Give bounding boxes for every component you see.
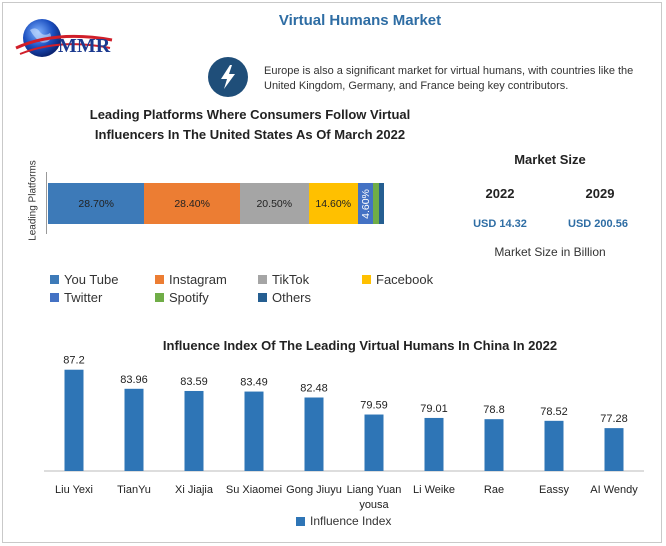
stack-segment-spotify (373, 183, 379, 224)
x-tick-label: AI Wendy (590, 484, 638, 496)
stack-segment-you-tube: 28.70% (48, 183, 145, 224)
bar-value-label: 78.8 (483, 404, 504, 416)
x-tick-label: Li Weike (413, 484, 455, 496)
legend-swatch (258, 293, 267, 302)
market-note: Europe is also a significant market for … (264, 65, 634, 92)
bar-value-label: 78.52 (540, 406, 568, 418)
x-tick-label: Su Xiaomei (226, 484, 282, 496)
x-tick-label: Liu Yexi (55, 484, 93, 496)
x-tick-label: Xi Jiajia (175, 484, 214, 496)
x-tick-label: Eassy (539, 484, 569, 496)
x-tick-label: Gong Jiuyu (286, 484, 342, 496)
mmr-logo: MMR (15, 19, 113, 57)
stack-label-you-tube: 28.70% (78, 197, 115, 210)
legend-swatch (155, 293, 164, 302)
chart2-legend: Influence Index (296, 514, 391, 528)
stacked-bar: 28.70% 28.40% 20.50% 14.60% 4.60% (48, 183, 384, 224)
legend-label: You Tube (64, 272, 119, 287)
legend-label: Others (272, 290, 312, 305)
legend-swatch (155, 275, 164, 284)
bar-value-label: 83.49 (240, 377, 268, 389)
bar-rae (484, 419, 504, 471)
bar-tianyu (124, 388, 144, 471)
legend-label: TikTok (272, 272, 310, 287)
legend-item-spotify: Spotify (155, 290, 209, 305)
stack-segment-twitter: 4.60% (357, 183, 374, 224)
market-year-2022: 2022 (485, 186, 515, 201)
market-size-unit: Market Size in Billion (494, 245, 606, 259)
bar-xi-jiajia (184, 390, 204, 471)
x-tick-label: Liang Yuan (347, 484, 402, 496)
bar-value-label: 83.96 (120, 374, 148, 386)
legend-label: Facebook (376, 272, 434, 287)
x-tick-label: yousa (359, 499, 389, 511)
chart1-title: Leading Platforms Where Consumers Follow… (89, 107, 411, 142)
chart2-title: Influence Index Of The Leading Virtual H… (162, 338, 558, 353)
svg-text:MMR: MMR (58, 35, 111, 57)
legend-swatch-influence (296, 516, 305, 526)
legend-item-you-tube: You Tube (50, 272, 118, 287)
legend-swatch (50, 275, 59, 284)
legend-swatch (258, 275, 267, 284)
chart1-axis (46, 172, 47, 234)
stack-label-facebook: 14.60% (315, 197, 352, 210)
stack-segment-others (378, 183, 384, 224)
stack-segment-facebook: 14.60% (308, 183, 358, 224)
bar-liu-yexi (64, 369, 84, 471)
stack-segment-tiktok: 20.50% (239, 183, 309, 224)
market-value-2022: USD 14.32 (473, 218, 527, 230)
legend-item-facebook: Facebook (362, 272, 433, 287)
lightning-icon (208, 57, 248, 97)
legend-label-influence: Influence Index (310, 514, 392, 528)
bar-value-label: 83.59 (180, 376, 208, 388)
x-tick-label: TianYu (117, 484, 151, 496)
page-title: Virtual Humans Market (278, 12, 442, 29)
bar-gong-jiuyu (304, 397, 324, 471)
legend-label: Instagram (169, 272, 227, 287)
legend-item-twitter: Twitter (50, 290, 102, 305)
bar-eassy (544, 420, 564, 471)
market-year-2029: 2029 (585, 186, 615, 201)
legend-label: Twitter (64, 290, 103, 305)
bar-value-label: 77.28 (600, 413, 628, 425)
bar-liang-yuan-yousa (364, 414, 384, 471)
market-value-2029: USD 200.56 (568, 218, 628, 230)
legend-label: Spotify (169, 290, 209, 305)
bar-value-label: 79.01 (420, 403, 448, 415)
bar-su-xiaomei (244, 391, 264, 471)
bar-value-label: 82.48 (300, 383, 328, 395)
legend-item-instagram: Instagram (155, 272, 227, 287)
legend-item-tiktok: TikTok (258, 272, 309, 287)
market-size-title: Market Size (514, 152, 586, 167)
stack-segment-instagram: 28.40% (144, 183, 240, 224)
legend-item-others: Others (258, 290, 311, 305)
legend-swatch (362, 275, 371, 284)
legend-swatch (50, 293, 59, 302)
x-tick-label: Rae (484, 484, 504, 496)
bar-li-weike (424, 417, 444, 471)
stack-label-tiktok: 20.50% (256, 197, 293, 210)
bar-ai-wendy (604, 428, 624, 471)
bar-value-label: 79.59 (360, 400, 388, 412)
stack-label-instagram: 28.40% (174, 197, 210, 210)
bar-value-label: 87.2 (63, 355, 84, 367)
